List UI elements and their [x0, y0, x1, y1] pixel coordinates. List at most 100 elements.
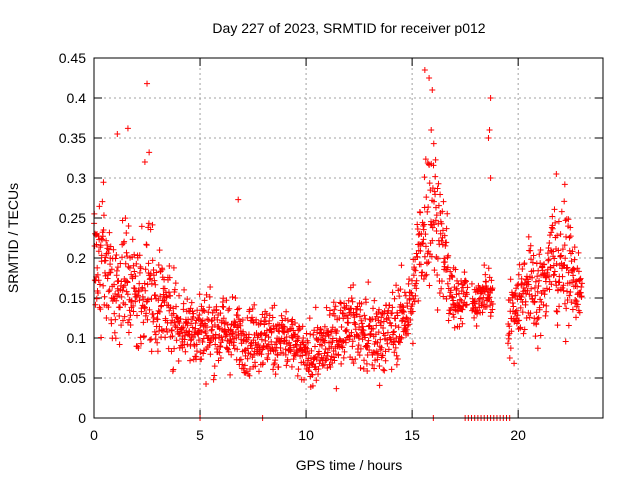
data-point — [187, 357, 194, 364]
data-point — [201, 297, 208, 304]
data-point — [309, 382, 316, 389]
data-point — [155, 307, 162, 314]
data-point — [473, 322, 480, 329]
data-point — [551, 206, 558, 213]
data-point — [220, 315, 227, 322]
data-point — [349, 298, 356, 305]
data-point — [411, 298, 418, 305]
data-point — [405, 321, 412, 328]
data-point — [408, 289, 415, 296]
data-point — [207, 351, 214, 358]
data-point — [487, 309, 494, 316]
data-point — [358, 300, 365, 307]
data-point — [331, 357, 338, 364]
data-point — [554, 308, 561, 315]
data-point — [158, 302, 165, 309]
data-point — [364, 367, 371, 374]
data-point — [508, 328, 515, 335]
data-point — [385, 314, 392, 321]
data-point — [577, 275, 584, 282]
data-point — [111, 281, 118, 288]
data-point — [246, 306, 253, 313]
data-point — [573, 298, 580, 305]
data-point — [506, 355, 513, 362]
data-point — [363, 360, 370, 367]
data-point — [382, 348, 389, 355]
data-point — [159, 266, 166, 273]
data-point — [376, 363, 383, 370]
data-point — [343, 326, 350, 333]
data-point — [152, 331, 159, 338]
data-point — [105, 304, 112, 311]
data-point — [144, 296, 151, 303]
data-point — [170, 264, 177, 271]
data-point — [176, 319, 183, 326]
data-point — [444, 280, 451, 287]
data-point — [350, 282, 357, 289]
data-point — [113, 297, 120, 304]
x-tick-label: 0 — [90, 427, 98, 443]
data-point — [550, 272, 557, 279]
data-point — [269, 314, 276, 321]
data-point — [409, 340, 416, 347]
data-point — [570, 265, 577, 272]
data-point — [263, 327, 270, 334]
data-point — [160, 328, 167, 335]
data-point — [531, 298, 538, 305]
data-point — [355, 349, 362, 356]
data-point — [553, 171, 560, 177]
data-point — [124, 125, 131, 132]
data-point — [359, 323, 366, 330]
data-point — [96, 281, 103, 288]
data-point — [327, 356, 334, 363]
data-point — [380, 318, 387, 325]
data-point — [118, 293, 125, 300]
data-point — [455, 280, 462, 287]
data-point — [376, 382, 383, 389]
data-point — [234, 306, 241, 313]
data-point — [512, 309, 519, 316]
data-point — [283, 334, 290, 341]
data-point — [147, 336, 154, 343]
data-point — [394, 312, 401, 319]
data-point — [451, 324, 458, 331]
data-point — [420, 226, 427, 233]
data-point — [146, 149, 153, 156]
data-point — [534, 288, 541, 295]
data-point — [180, 300, 187, 307]
data-point — [149, 221, 156, 228]
data-point — [464, 284, 471, 291]
data-point — [193, 353, 200, 360]
data-point — [519, 265, 526, 272]
data-point — [145, 260, 152, 267]
data-point — [441, 232, 448, 239]
data-point — [281, 323, 288, 330]
data-point — [135, 288, 142, 295]
data-point — [393, 352, 400, 359]
data-point — [236, 357, 243, 364]
data-point — [450, 314, 457, 321]
data-point — [140, 332, 147, 339]
y-axis-label: SRMTID / TECUs — [5, 183, 21, 293]
data-point — [358, 320, 365, 327]
data-point — [509, 299, 516, 306]
data-point — [289, 334, 296, 341]
data-point — [139, 284, 146, 291]
data-point — [561, 181, 568, 188]
data-point — [133, 260, 140, 267]
data-point — [295, 366, 302, 373]
data-point — [431, 267, 438, 274]
data-point — [514, 282, 521, 289]
data-point — [332, 303, 339, 310]
data-point — [570, 272, 577, 279]
data-point — [562, 338, 569, 345]
data-point — [453, 291, 460, 298]
data-point — [569, 248, 576, 255]
data-point — [554, 322, 561, 329]
data-point — [99, 233, 106, 240]
data-point — [439, 227, 446, 234]
data-point — [529, 274, 536, 281]
data-point — [135, 292, 142, 299]
data-point — [114, 264, 121, 271]
data-point — [348, 305, 355, 312]
